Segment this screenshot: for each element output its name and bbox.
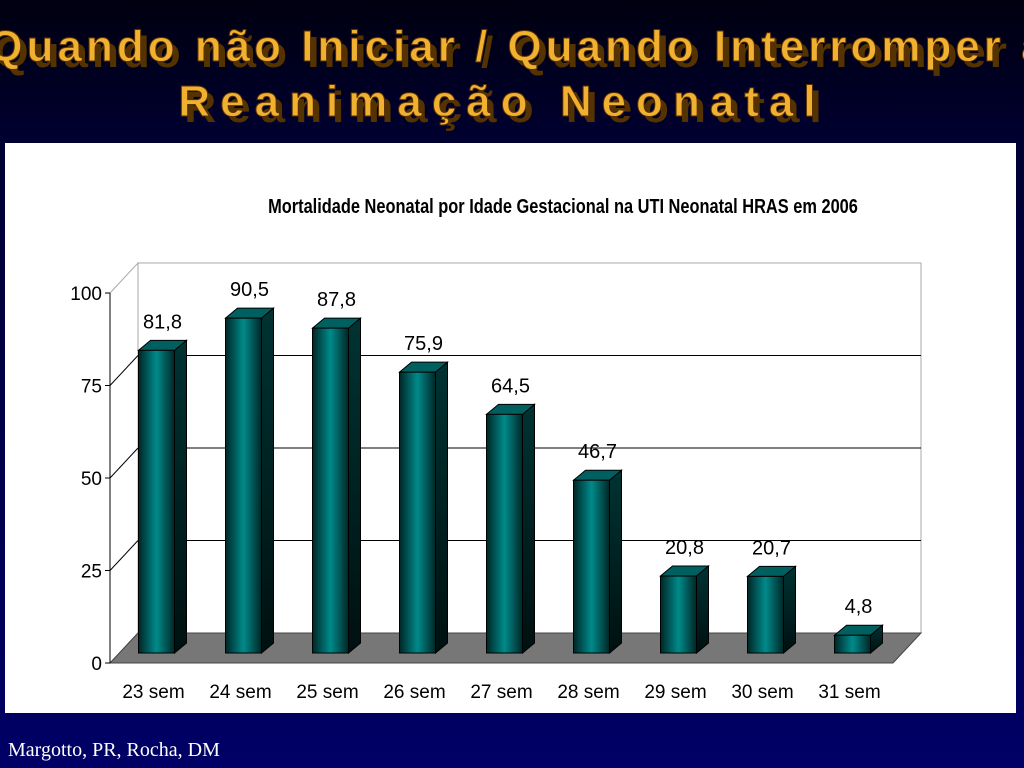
footer-credit: Margotto, PR, Rocha, DM: [8, 739, 220, 761]
x-tick-label: 27 sem: [470, 682, 532, 703]
y-tick-label: 100: [70, 284, 102, 305]
grid-line: [109, 447, 139, 479]
bar: [834, 634, 871, 654]
y-tick-label: 25: [81, 562, 102, 583]
x-tick-label: 31 sem: [818, 682, 880, 703]
value-label: 20,7: [752, 537, 791, 559]
x-tick-label: 26 sem: [383, 682, 445, 703]
bar: [138, 349, 175, 654]
bar: [312, 327, 349, 654]
y-tick-label: 75: [81, 377, 102, 398]
bar: [747, 575, 784, 654]
x-tick-label: 23 sem: [122, 682, 184, 703]
value-label: 46,7: [578, 441, 617, 463]
value-label: 4,8: [845, 596, 873, 618]
y-tick-label: 50: [81, 469, 102, 490]
bar-side: [696, 564, 709, 655]
x-tick-label: 24 sem: [209, 682, 271, 703]
x-tick-label: 30 sem: [731, 682, 793, 703]
grid-line: [109, 355, 139, 386]
chart-title: Mortalidade Neonatal por Idade Gestacion…: [268, 194, 858, 217]
x-tick-label: 29 sem: [644, 682, 706, 703]
grid-line: [109, 540, 139, 571]
bar-side: [783, 565, 796, 655]
bar-side: [174, 339, 187, 655]
bar: [573, 479, 610, 654]
slide-title: Quando não Iniciar / Quando Interromper …: [0, 22, 1024, 71]
x-tick-label: 25 sem: [296, 682, 358, 703]
title-shadow: Quando não Iniciar / Quando Interromper …: [0, 28, 1024, 77]
value-label: 90,5: [230, 279, 269, 301]
value-label: 64,5: [491, 375, 530, 397]
value-label: 20,8: [665, 537, 704, 559]
slide-title: Reanimação Neonatal: [178, 77, 825, 126]
bar: [225, 317, 262, 654]
x-tick-label: 28 sem: [557, 682, 619, 703]
value-label: 81,8: [143, 311, 182, 333]
bar-side: [609, 469, 622, 655]
chart: Mortalidade Neonatal por Idade Gestacion…: [70, 194, 923, 703]
bar: [486, 413, 523, 654]
bar-side: [261, 307, 274, 655]
value-label: 75,9: [404, 333, 443, 355]
y-tick-label: 0: [91, 654, 102, 675]
title-shadow: Reanimação Neonatal: [184, 83, 831, 132]
bar: [399, 371, 436, 654]
bar-side: [435, 361, 448, 655]
bar-side: [348, 317, 361, 655]
value-label: 87,8: [317, 289, 356, 311]
bar-side: [522, 403, 535, 655]
bar: [660, 575, 697, 654]
